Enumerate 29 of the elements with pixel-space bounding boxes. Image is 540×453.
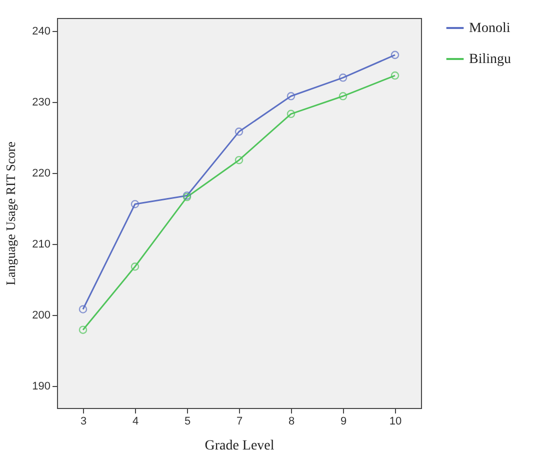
point xyxy=(286,92,296,100)
x-tick-label: 7 xyxy=(236,416,243,428)
y-tick-label: 230 xyxy=(32,96,50,108)
point xyxy=(234,128,244,136)
point xyxy=(390,71,400,80)
point xyxy=(338,92,348,100)
y-axis-title: Language Usage RIT Score xyxy=(3,141,18,286)
x-tick-label: 10 xyxy=(389,416,402,428)
point xyxy=(78,326,88,334)
point xyxy=(130,200,140,208)
point xyxy=(78,305,88,314)
point xyxy=(338,74,348,82)
x-axis-title: Grade Level xyxy=(204,438,274,453)
legend-label: Bilingu xyxy=(469,52,512,67)
point xyxy=(286,110,296,118)
legend-label: Monoli xyxy=(469,21,510,36)
x-tick-label: 5 xyxy=(184,416,191,428)
point xyxy=(390,50,400,60)
point xyxy=(130,262,140,271)
y-tick-label: 220 xyxy=(32,167,50,180)
x-tick-label: 3 xyxy=(80,416,87,428)
y-tick-label: 190 xyxy=(32,380,50,392)
y-tick-label: 210 xyxy=(32,238,50,250)
y-tick-label: 200 xyxy=(32,309,50,322)
point xyxy=(234,156,244,164)
x-tick-label: 9 xyxy=(340,416,347,428)
x-tick-label: 4 xyxy=(132,416,139,428)
x-tick-label: 8 xyxy=(288,416,295,428)
y-tick-label: 240 xyxy=(32,25,50,38)
